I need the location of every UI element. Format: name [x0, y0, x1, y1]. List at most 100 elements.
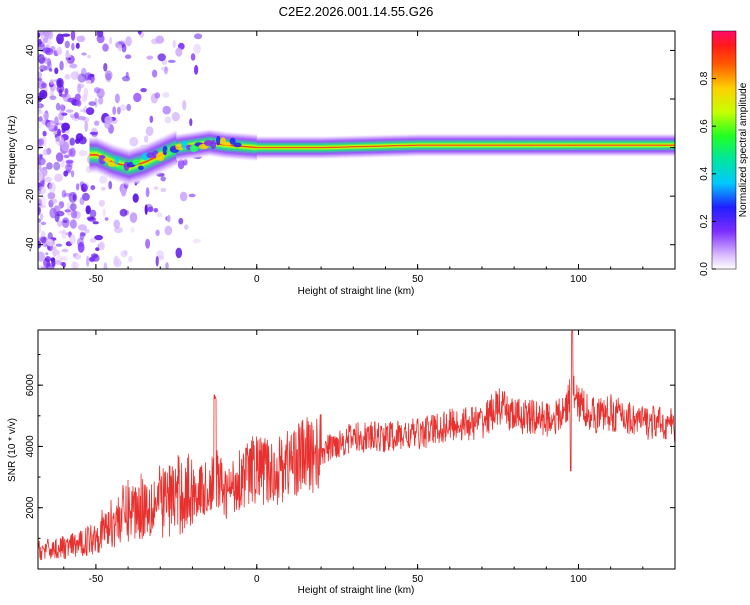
- heatmap-band-slice: [380, 133, 383, 159]
- heatmap-noise-cell: [38, 71, 43, 79]
- heatmap-band-slice: [260, 135, 263, 160]
- heatmap-band-slice: [583, 133, 586, 158]
- heatmap-band-slice: [636, 133, 639, 158]
- heatmap-band-slice: [321, 135, 324, 160]
- heatmap-noise-cell: [119, 208, 128, 217]
- heatmap-band-slice: [374, 134, 377, 159]
- heatmap-band-slice: [89, 135, 92, 175]
- heatmap-noise-cell: [59, 103, 65, 115]
- heatmap-band-slice: [541, 133, 544, 158]
- heatmap-noise-cell: [45, 119, 51, 128]
- heatmap-band-slice: [118, 144, 121, 184]
- heatmap-band-slice: [282, 135, 285, 160]
- snr-xtick-label: 100: [570, 574, 587, 585]
- heatmap-band-slice: [469, 133, 472, 158]
- heatmap-noise-cell: [70, 170, 75, 178]
- heatmap-band-slice: [332, 135, 335, 160]
- heatmap-band-slice: [382, 133, 385, 159]
- heatmap-peak: [233, 142, 242, 148]
- heatmap-band-slice: [509, 133, 512, 158]
- colorbar-tick-label: 0.6: [699, 119, 710, 133]
- heatmap-band-slice: [618, 133, 621, 158]
- heatmap-noise-cell: [167, 214, 171, 223]
- heatmap-noise-cell: [48, 124, 57, 132]
- heatmap-band-slice: [490, 133, 493, 158]
- heatmap-band-slice: [527, 133, 530, 158]
- heatmap-band-slice: [293, 135, 296, 160]
- heatmap-xtick-label: 0: [254, 274, 260, 285]
- snr-plot-area: [38, 330, 675, 561]
- heatmap-noise-cell: [165, 262, 169, 269]
- heatmap-noise-cell: [61, 141, 70, 152]
- heatmap-band-slice: [660, 133, 663, 158]
- heatmap-band-slice: [565, 133, 568, 158]
- heatmap-noise-cell: [120, 250, 128, 258]
- heatmap-noise-cell: [50, 257, 56, 267]
- heatmap-noise-cell: [49, 207, 57, 219]
- heatmap-noise-cell: [102, 43, 109, 52]
- heatmap-band-slice: [626, 133, 629, 158]
- snr-ylabel: SNR (10 * v/v): [7, 418, 18, 482]
- heatmap-noise-cell: [40, 93, 46, 98]
- heatmap-frame: [37, 30, 676, 270]
- heatmap-noise-cell: [78, 136, 87, 145]
- heatmap-band-slice: [285, 135, 288, 160]
- heatmap-band-slice: [630, 133, 633, 158]
- heatmap-band-slice: [467, 133, 470, 158]
- heatmap-band-slice: [591, 133, 594, 158]
- heatmap-noise-cell: [89, 237, 97, 243]
- heatmap-band-slice: [277, 135, 280, 160]
- heatmap-noise-cell: [69, 219, 77, 229]
- heatmap-band-slice: [377, 134, 380, 159]
- heatmap-noise-cell: [44, 256, 52, 263]
- heatmap-noise-cell: [98, 241, 105, 251]
- heatmap-noise-cell: [44, 176, 52, 183]
- heatmap-noise-cell: [64, 164, 73, 171]
- heatmap-band-slice: [483, 133, 486, 158]
- heatmap-noise-cell: [59, 60, 64, 71]
- heatmap-band-slice: [668, 133, 671, 158]
- snr-xtick-label: -50: [89, 574, 104, 585]
- heatmap-noise-cell: [84, 72, 92, 82]
- heatmap-band-slice: [375, 134, 378, 159]
- heatmap-noise-cell: [118, 40, 127, 45]
- heatmap-peak: [216, 135, 221, 146]
- heatmap-noise-cell: [41, 82, 47, 89]
- heatmap-band-slice: [145, 142, 148, 181]
- heatmap-band-slice: [552, 133, 555, 158]
- heatmap-noise-cell: [77, 73, 87, 83]
- heatmap-noise-cell: [113, 219, 120, 229]
- heatmap-ytick-label: -40: [25, 237, 36, 252]
- heatmap-noise-cell: [79, 197, 85, 205]
- heatmap-noise-cell: [64, 88, 69, 95]
- heatmap-band-slice: [367, 134, 370, 159]
- heatmap-noise-cell: [55, 135, 65, 146]
- heatmap-noise-cell: [113, 258, 122, 268]
- heatmap-noise-cell: [124, 54, 132, 59]
- heatmap-band-slice: [393, 133, 396, 158]
- heatmap-peak: [181, 140, 188, 150]
- colorbar-tick-label: 0.4: [699, 166, 710, 180]
- snr-ytick-label: 4000: [25, 435, 36, 458]
- heatmap-noise-cell: [95, 247, 100, 252]
- heatmap-band-slice: [324, 135, 327, 160]
- heatmap-noise-cell: [67, 97, 75, 103]
- heatmap-noise-cell: [40, 221, 47, 226]
- heatmap-noise-cell: [74, 254, 81, 260]
- heatmap-band-slice: [385, 133, 388, 159]
- heatmap-band-slice: [342, 134, 345, 160]
- heatmap-noise-cell: [39, 89, 48, 100]
- heatmap-band-slice: [568, 133, 571, 158]
- heatmap-noise-cell: [167, 59, 176, 64]
- heatmap-noise-cell: [61, 122, 70, 131]
- heatmap-band-slice: [482, 133, 485, 158]
- heatmap-noise-cell: [39, 65, 48, 72]
- snr-ytick-label: 2000: [25, 496, 36, 519]
- heatmap-band-slice: [472, 133, 475, 158]
- heatmap-band-slice: [665, 133, 668, 158]
- heatmap-peak: [138, 165, 144, 170]
- heatmap-band-slice: [573, 133, 576, 158]
- heatmap-band-slice: [528, 133, 531, 158]
- heatmap-band-slice: [361, 134, 364, 159]
- heatmap-noise-cell: [137, 31, 142, 35]
